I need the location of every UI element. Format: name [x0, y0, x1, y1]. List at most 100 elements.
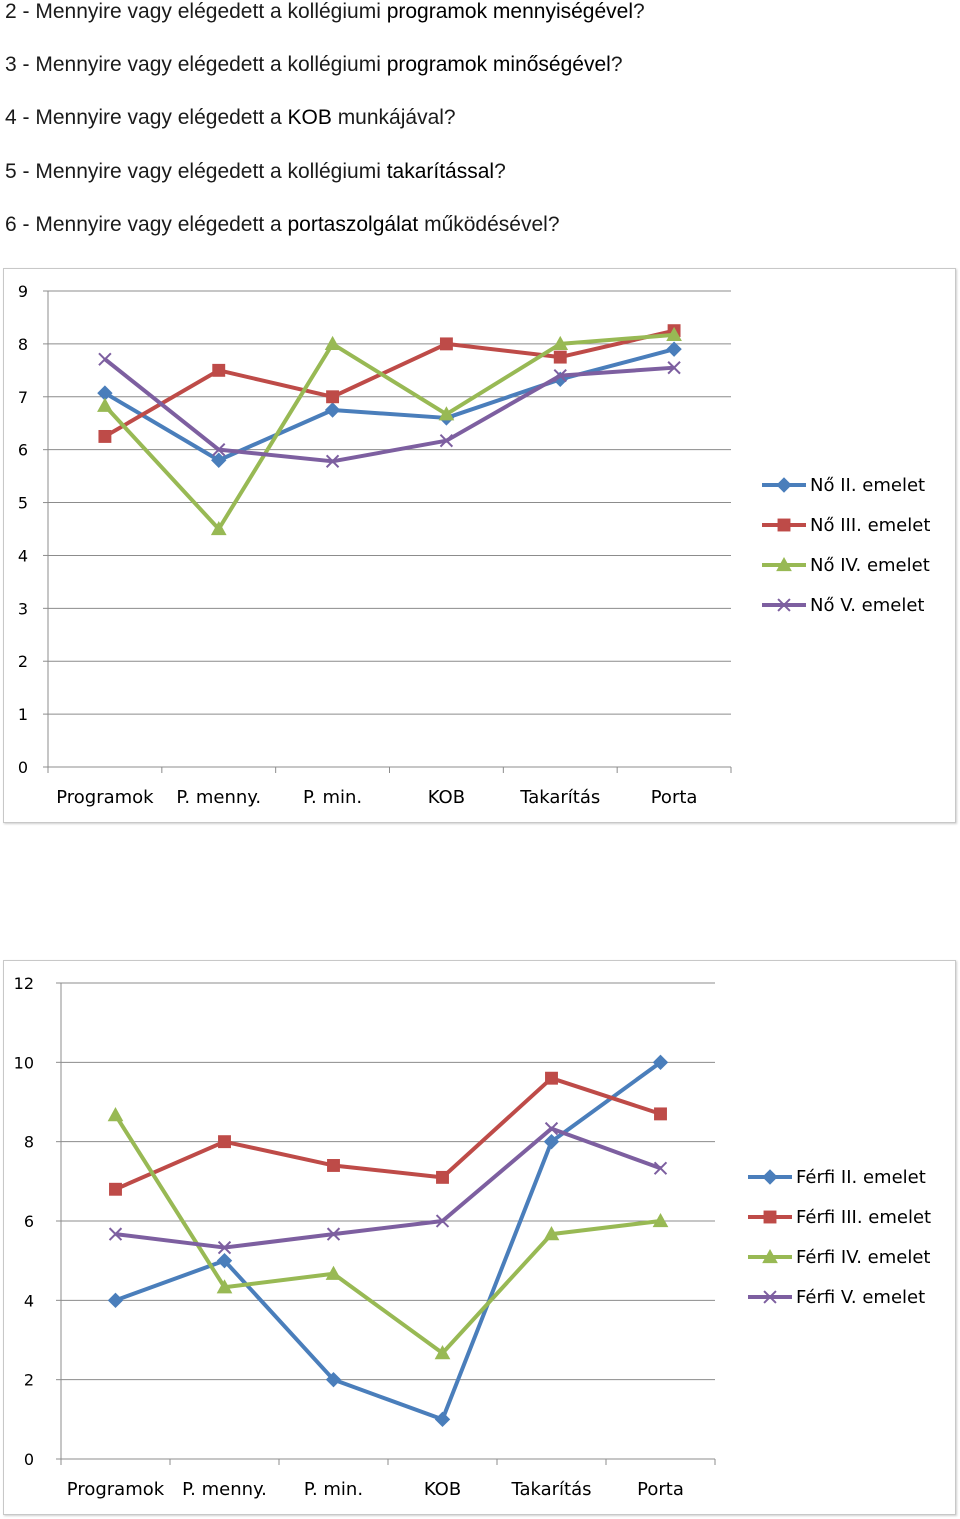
x-tick-label: P. menny. — [182, 1479, 267, 1500]
legend-label: Férfi II. emelet — [796, 1167, 926, 1188]
question-6-pre: 6 - Mennyire vagy elégedett a — [5, 213, 288, 236]
question-2-pre: 2 - Mennyire vagy elégedett a kollégiumi — [5, 0, 387, 23]
legend-label: Nő II. emelet — [810, 475, 925, 496]
data-point — [434, 1411, 451, 1428]
legend-label: Férfi IV. emelet — [796, 1247, 930, 1268]
legend-label: Nő V. emelet — [810, 595, 924, 616]
series-1 — [97, 341, 682, 468]
data-point — [326, 1227, 341, 1241]
data-point — [324, 335, 341, 350]
y-tick-label: 10 — [14, 1053, 34, 1072]
y-tick-label: 12 — [14, 974, 34, 993]
legend-marker — [762, 1248, 778, 1264]
y-tick-label: 4 — [24, 1291, 34, 1310]
data-point — [654, 1107, 667, 1121]
series-line — [113, 1114, 661, 1356]
data-point — [543, 1226, 560, 1241]
legend-label: Nő IV. emelet — [810, 555, 930, 576]
question-5-bold: takarítással — [386, 160, 495, 183]
data-point — [212, 443, 226, 457]
legend-marker — [777, 598, 791, 612]
question-3: 3 - Mennyire vagy elégedett a kollégiumi… — [5, 53, 623, 77]
series-2 — [98, 324, 681, 443]
y-tick-label: 8 — [18, 335, 28, 354]
data-point — [97, 397, 113, 412]
x-tick-label: Porta — [651, 787, 698, 808]
x-tick-label: KOB — [424, 1479, 461, 1500]
question-4: 4 - Mennyire vagy elégedett a KOB munkáj… — [5, 106, 456, 130]
legend-entry: Férfi IV. emelet — [748, 1247, 930, 1268]
legend-marker — [762, 1169, 778, 1185]
x-tick-label: P. min. — [303, 787, 362, 808]
chart-female-floors: 0 1 2 3 4 5 6 7 8 9 Programok P. menny. P. min. KOB Ta… — [3, 268, 956, 823]
x-tick-label: P. menny. — [176, 787, 261, 808]
data-point — [325, 1371, 342, 1388]
legend-entry: Férfi V. emelet — [748, 1287, 925, 1308]
question-2-bold: programok mennyiségével — [386, 0, 633, 23]
data-point — [325, 1265, 342, 1280]
x-tick-label: Takarítás — [510, 1479, 591, 1500]
data-point — [439, 337, 453, 351]
data-point — [553, 350, 567, 364]
data-point — [218, 1135, 231, 1149]
chart-male-floors: 0 2 4 6 8 10 12 Programok P. menny. P. min. KOB Tak… — [3, 960, 956, 1515]
series-4 — [108, 1121, 668, 1255]
legend-entry: Nő V. emelet — [762, 595, 924, 616]
series-line — [103, 332, 675, 531]
series-2 — [109, 1071, 667, 1196]
legend-marker — [776, 556, 792, 572]
question-2-post: ? — [633, 0, 645, 23]
data-point — [109, 1182, 122, 1196]
y-tick-label: 2 — [18, 652, 28, 671]
legend-label: Férfi III. emelet — [796, 1207, 931, 1228]
y-tick-label: 2 — [24, 1371, 34, 1390]
legend-entry: Nő IV. emelet — [762, 555, 930, 576]
legend-marker — [763, 1210, 777, 1224]
y-tick-label: 6 — [18, 441, 28, 460]
legend-entry: Férfi III. emelet — [748, 1207, 931, 1228]
legend-entry: Férfi II. emelet — [748, 1167, 926, 1188]
y-tick-label: 4 — [18, 546, 28, 565]
y-tick-label: 7 — [18, 388, 28, 407]
question-6-post: működésével? — [418, 213, 560, 236]
y-tick-label: 0 — [18, 758, 28, 777]
data-point — [544, 1121, 559, 1136]
data-point — [435, 1214, 450, 1228]
x-tick-label: Programok — [56, 787, 154, 808]
y-tick-label: 6 — [24, 1212, 34, 1231]
question-6: 6 - Mennyire vagy elégedett a portaszolg… — [5, 213, 560, 237]
data-point — [552, 335, 569, 350]
y-tick-label: 8 — [24, 1133, 34, 1152]
data-point — [324, 402, 341, 418]
data-point — [545, 1071, 558, 1085]
data-point — [107, 1107, 124, 1122]
data-point — [325, 454, 340, 468]
data-point — [434, 1345, 451, 1360]
data-point — [327, 1159, 340, 1172]
data-point — [436, 1170, 449, 1184]
data-point — [666, 326, 682, 341]
series-4 — [98, 352, 681, 468]
series-line — [103, 357, 675, 464]
series-line — [103, 328, 675, 439]
series-1 — [107, 1054, 669, 1428]
x-tick-label: Programok — [67, 1479, 165, 1500]
y-tick-label: 3 — [18, 599, 28, 618]
data-point — [212, 363, 226, 377]
data-point — [667, 361, 681, 375]
data-point — [107, 1292, 124, 1309]
x-tick-label: P. min. — [304, 1479, 363, 1500]
legend-entry: Nő III. emelet — [762, 515, 930, 536]
legend-label: Nő III. emelet — [810, 515, 930, 536]
series-3 — [97, 326, 682, 536]
series-3 — [107, 1107, 669, 1360]
question-5-pre: 5 - Mennyire vagy elégedett a kollégiumi — [5, 160, 387, 183]
data-point — [438, 406, 455, 421]
data-point — [108, 1227, 123, 1241]
data-point — [216, 1279, 233, 1294]
data-point — [326, 390, 340, 404]
data-point — [652, 1212, 669, 1228]
question-4-pre: 4 - Mennyire vagy elégedett a — [5, 106, 288, 129]
question-4-post: munkájával? — [331, 106, 456, 129]
data-point — [666, 341, 682, 357]
